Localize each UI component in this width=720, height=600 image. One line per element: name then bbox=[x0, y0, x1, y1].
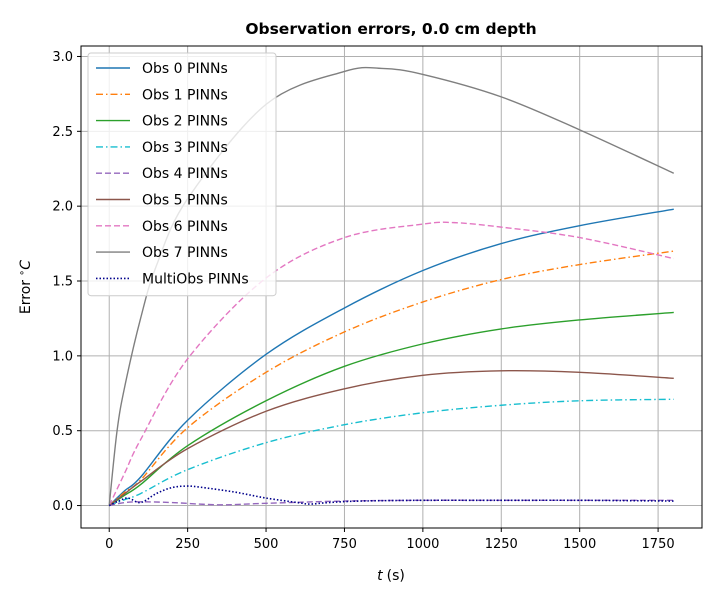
legend-label: Obs 5 PINNs bbox=[142, 193, 228, 209]
legend-label: Obs 6 PINNs bbox=[142, 219, 228, 235]
x-tick-label: 1750 bbox=[642, 537, 675, 552]
legend-label: Obs 2 PINNs bbox=[142, 114, 228, 130]
x-tick-label: 0 bbox=[105, 537, 113, 552]
series-line-2 bbox=[108, 311, 674, 507]
legend: Obs 0 PINNs Obs 1 PINNs Obs 2 PINNs Obs 3 P… bbox=[87, 52, 277, 297]
y-tick-label: 3.0 bbox=[52, 50, 73, 65]
series-line-3 bbox=[108, 398, 674, 507]
y-axis-degree: ∘ bbox=[17, 270, 28, 276]
legend-label: Obs 4 PINNs bbox=[142, 166, 228, 182]
legend-label: MultiObs PINNs bbox=[142, 271, 249, 287]
x-tick-label: 1250 bbox=[485, 537, 518, 552]
x-axis: 0 250 500 750 1000 1250 1500 1750 bbox=[105, 528, 675, 552]
legend-label: Obs 1 PINNs bbox=[142, 87, 228, 103]
legend-label: Obs 7 PINNs bbox=[142, 245, 228, 261]
y-tick-label: 0.0 bbox=[52, 499, 73, 514]
y-tick-label: 2.0 bbox=[52, 200, 73, 215]
y-tick-label: 1.5 bbox=[52, 275, 73, 290]
y-tick-label: 0.5 bbox=[52, 424, 73, 439]
chart-title: Observation errors, 0.0 cm depth bbox=[245, 20, 536, 38]
x-tick-label: 750 bbox=[332, 537, 357, 552]
x-tick-label: 1500 bbox=[563, 537, 596, 552]
x-tick-label: 250 bbox=[175, 537, 200, 552]
x-axis-unit: (s) bbox=[387, 568, 405, 584]
y-axis-unit: C bbox=[18, 260, 34, 270]
y-tick-label: 2.5 bbox=[52, 125, 73, 140]
series-line-5 bbox=[108, 369, 674, 507]
series-line-4 bbox=[109, 499, 674, 507]
y-axis: 0.0 0.5 1.0 1.5 2.0 2.5 3.0 bbox=[52, 50, 81, 514]
plot-frame bbox=[80, 45, 703, 529]
x-axis-title: t (s) bbox=[377, 568, 405, 584]
series-line-6 bbox=[108, 221, 674, 506]
series-line-0 bbox=[108, 208, 674, 507]
legend-label: Obs 3 PINNs bbox=[142, 140, 228, 156]
x-axis-var: t bbox=[377, 568, 383, 584]
y-tick-label: 1.0 bbox=[52, 349, 73, 364]
legend-box bbox=[87, 52, 277, 297]
y-axis-title: Error ∘C bbox=[17, 260, 34, 314]
x-tick-label: 500 bbox=[254, 537, 279, 552]
y-axis-label: Error bbox=[18, 280, 34, 314]
legend-label: Obs 0 PINNs bbox=[142, 61, 228, 77]
x-tick-label: 1000 bbox=[406, 537, 439, 552]
